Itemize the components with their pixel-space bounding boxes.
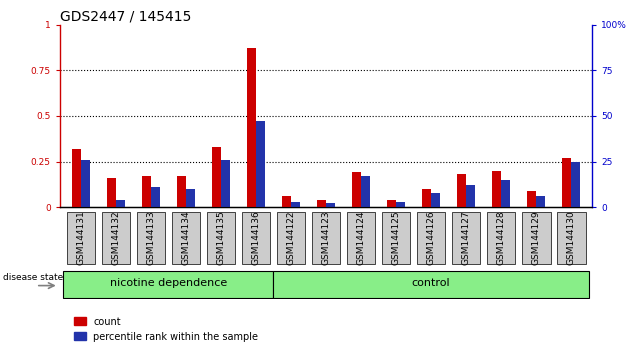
Bar [492,171,501,207]
Text: GSM144133: GSM144133 [146,211,156,266]
FancyBboxPatch shape [101,212,130,264]
Text: GSM144131: GSM144131 [76,211,85,266]
FancyBboxPatch shape [557,212,585,264]
Text: disease state: disease state [3,273,63,282]
Bar [177,176,186,207]
FancyBboxPatch shape [452,212,481,264]
FancyBboxPatch shape [137,212,165,264]
Bar [352,172,361,207]
Bar [432,193,440,207]
Bar [107,178,116,207]
Bar [422,189,431,207]
Bar [326,204,335,207]
Bar [72,149,81,207]
Text: GSM144125: GSM144125 [392,211,401,266]
Bar [81,160,90,207]
Bar [571,161,580,207]
Bar [562,158,571,207]
Bar [361,176,370,207]
FancyBboxPatch shape [312,212,340,264]
Bar [256,121,265,207]
Text: control: control [412,279,450,289]
Bar [317,200,326,207]
FancyBboxPatch shape [416,212,445,264]
FancyBboxPatch shape [171,212,200,264]
FancyBboxPatch shape [273,270,588,298]
Bar [221,160,230,207]
Text: GSM144123: GSM144123 [321,211,331,266]
Bar [501,180,510,207]
Text: GSM144132: GSM144132 [112,211,120,266]
Text: GSM144136: GSM144136 [251,211,260,266]
Text: nicotine dependence: nicotine dependence [110,279,227,289]
FancyBboxPatch shape [382,212,410,264]
FancyBboxPatch shape [242,212,270,264]
FancyBboxPatch shape [522,212,551,264]
Bar [291,202,300,207]
FancyBboxPatch shape [346,212,375,264]
FancyBboxPatch shape [207,212,236,264]
Bar [536,196,545,207]
Text: GSM144126: GSM144126 [427,211,435,266]
Bar [527,191,536,207]
Bar [116,200,125,207]
Text: GDS2447 / 145415: GDS2447 / 145415 [60,10,192,24]
Bar [466,185,475,207]
Bar [142,176,151,207]
Bar [387,200,396,207]
Bar [247,48,256,207]
Bar [282,196,291,207]
Text: GSM144135: GSM144135 [217,211,226,266]
Bar [457,174,466,207]
Bar [151,187,160,207]
FancyBboxPatch shape [64,270,273,298]
Text: GSM144122: GSM144122 [287,211,295,265]
Text: GSM144130: GSM144130 [567,211,576,266]
FancyBboxPatch shape [277,212,306,264]
FancyBboxPatch shape [487,212,515,264]
Text: GSM144127: GSM144127 [462,211,471,266]
Text: GSM144124: GSM144124 [357,211,365,265]
Text: GSM144129: GSM144129 [532,211,541,266]
Text: GSM144134: GSM144134 [181,211,190,266]
Text: GSM144128: GSM144128 [496,211,506,266]
Bar [396,202,405,207]
Bar [212,147,220,207]
Legend: count, percentile rank within the sample: count, percentile rank within the sample [70,313,262,346]
Bar [186,189,195,207]
FancyBboxPatch shape [67,212,95,264]
